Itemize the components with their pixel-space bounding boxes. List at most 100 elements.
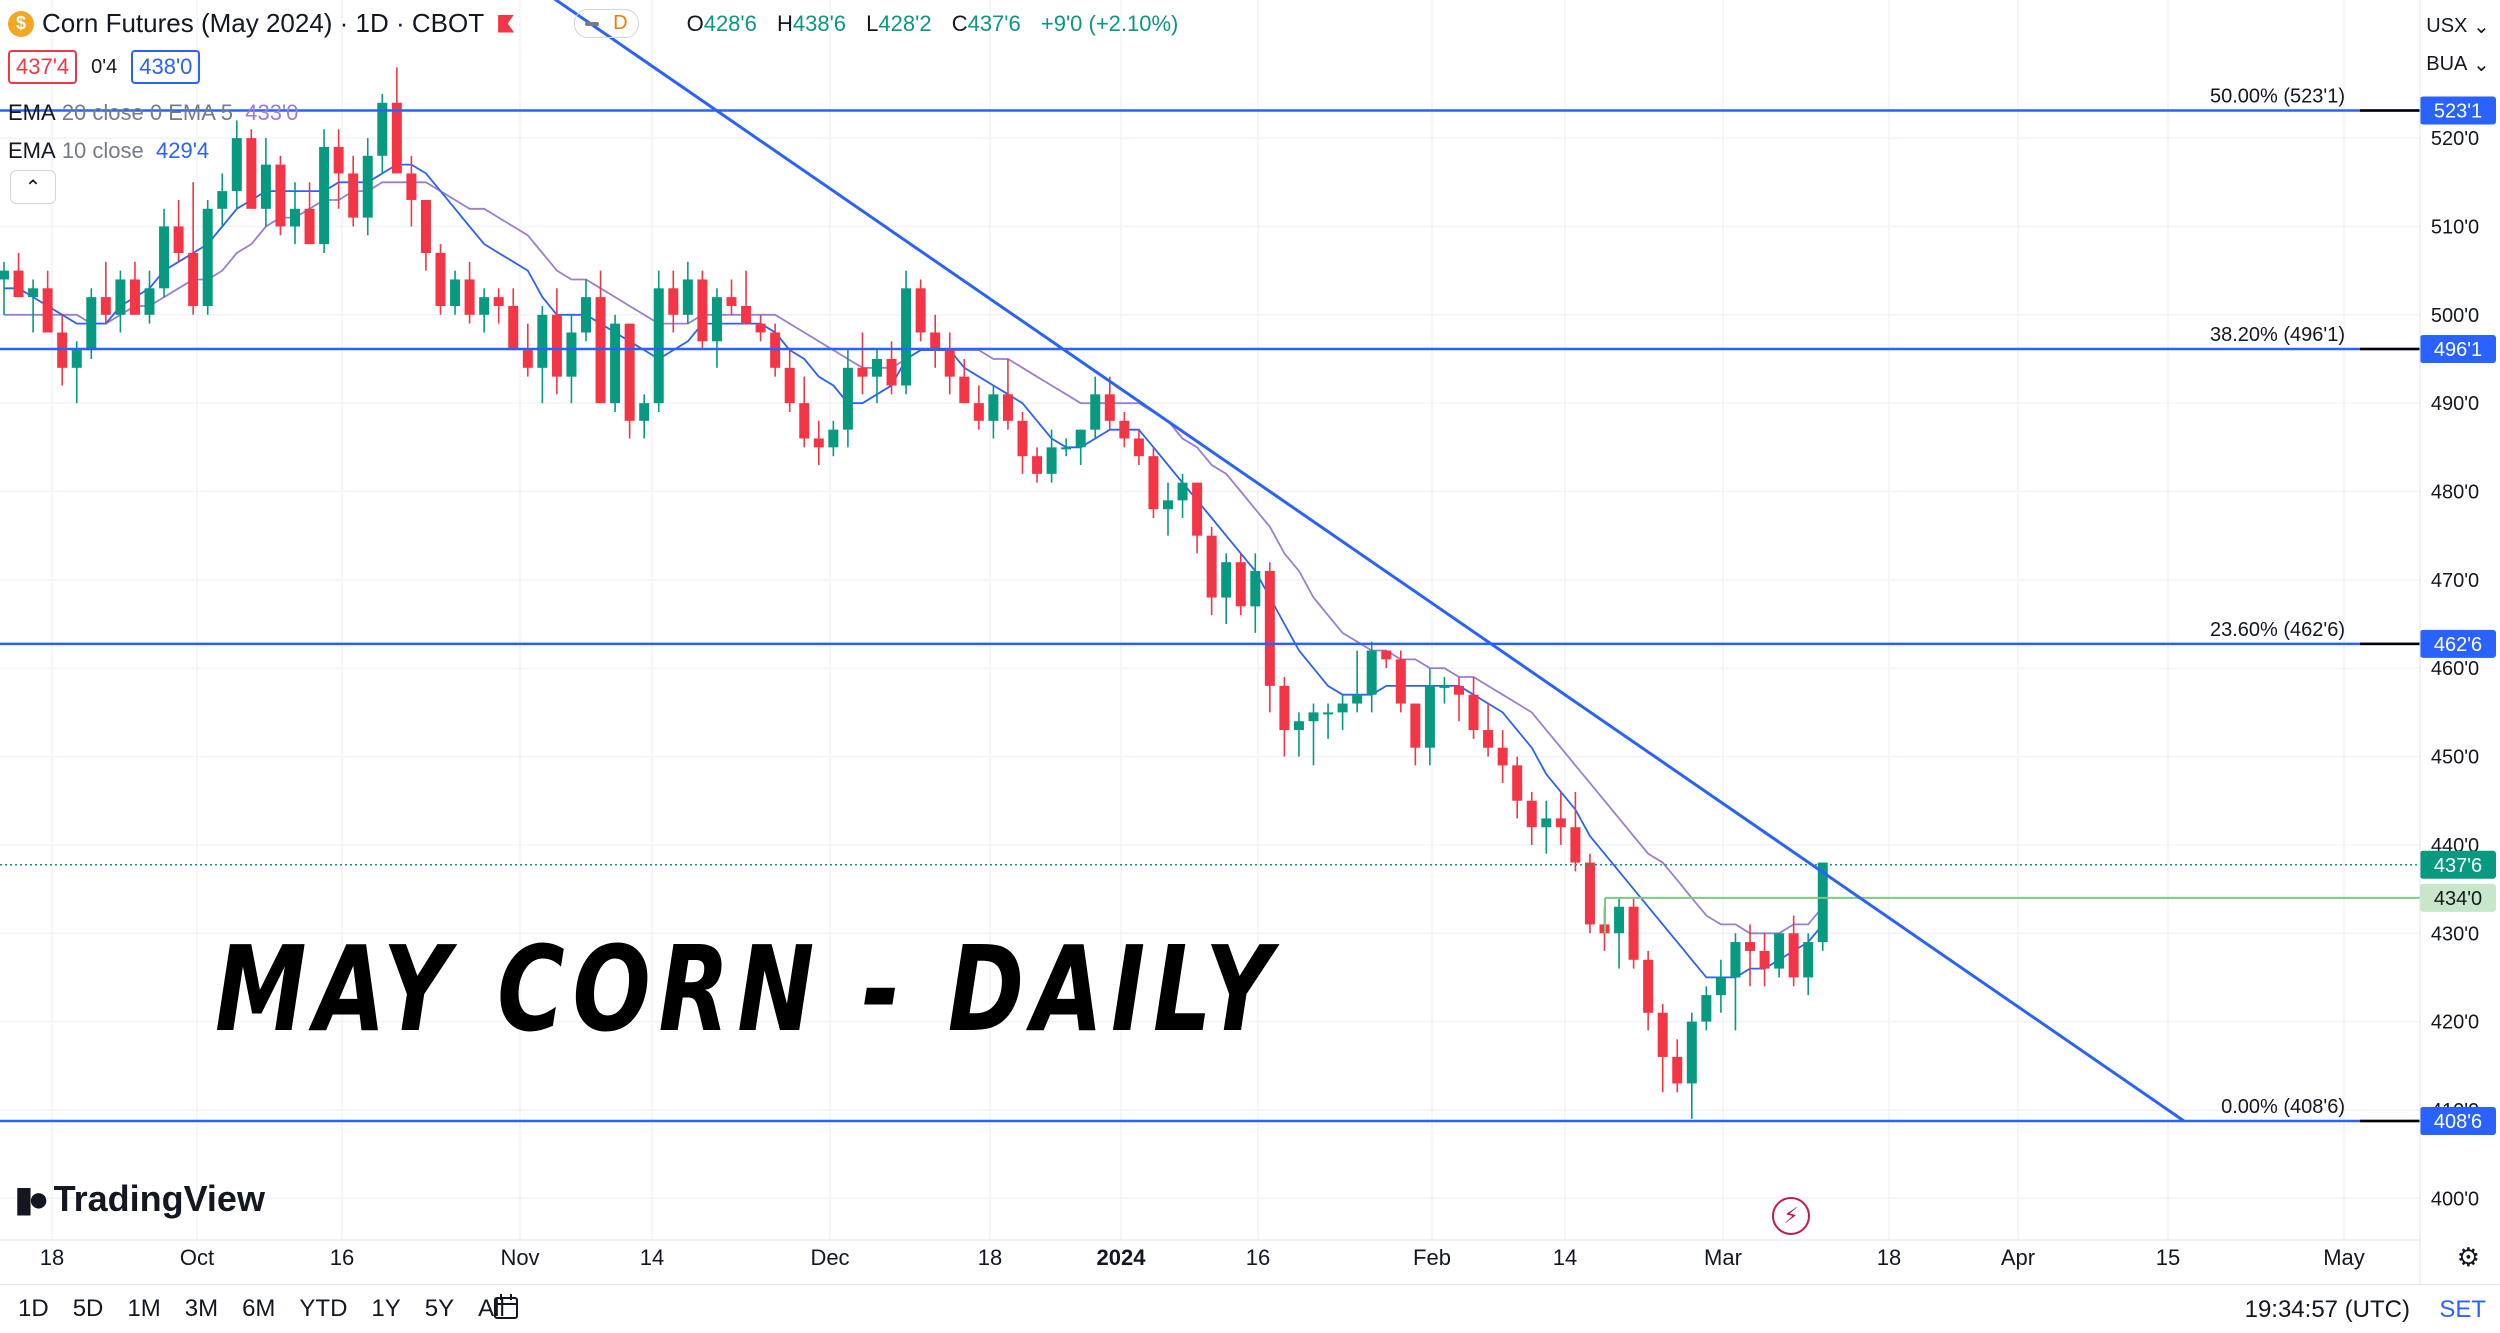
unit-select[interactable]: BUA ⌄ bbox=[2424, 44, 2492, 84]
candle-body bbox=[1657, 1012, 1668, 1057]
currency-select[interactable]: USX ⌄ bbox=[2424, 6, 2492, 46]
x-tick-label: 18 bbox=[1877, 1245, 1901, 1270]
candle-body bbox=[930, 332, 941, 351]
price-badge-label: 434'0 bbox=[2434, 888, 2482, 910]
range-3m[interactable]: 3M bbox=[184, 1295, 219, 1322]
set-button[interactable]: SET bbox=[2439, 1296, 2486, 1323]
candle-body bbox=[1046, 447, 1057, 474]
range-1m[interactable]: 1M bbox=[127, 1295, 161, 1322]
x-tick-label: Apr bbox=[2001, 1245, 2035, 1270]
x-tick-label: May bbox=[2323, 1245, 2365, 1270]
collapse-legend-button[interactable]: ⌃ bbox=[10, 170, 56, 204]
candle-body bbox=[1221, 562, 1232, 598]
gear-icon[interactable]: ⚙ bbox=[2456, 1242, 2480, 1272]
candle-body bbox=[362, 155, 373, 218]
range-ytd[interactable]: YTD bbox=[299, 1295, 348, 1322]
ema2-params: 10 close bbox=[61, 138, 144, 163]
symbol-title[interactable]: Corn Futures (May 2024) · 1D · CBOT bbox=[42, 8, 485, 38]
candle-body bbox=[813, 438, 824, 448]
candle-body bbox=[1672, 1056, 1683, 1084]
utc-clock[interactable]: 19:34:57 (UTC) bbox=[2244, 1296, 2410, 1323]
lightning-icon[interactable]: ⚡ bbox=[1772, 1197, 1810, 1235]
range-5y[interactable]: 5Y bbox=[424, 1295, 455, 1322]
candle-body bbox=[42, 288, 53, 333]
candle-body bbox=[697, 279, 708, 342]
candle-body bbox=[1323, 712, 1334, 715]
candle-body bbox=[348, 173, 359, 218]
brand-name: TradingView bbox=[53, 1178, 265, 1219]
y-tick-label: 480'0 bbox=[2431, 482, 2479, 504]
data-status-pill[interactable]: D bbox=[574, 9, 639, 38]
candle-body bbox=[1381, 650, 1392, 660]
spread-value: 0'4 bbox=[91, 55, 118, 78]
candle-body bbox=[1584, 862, 1595, 925]
candle-body bbox=[1512, 765, 1523, 801]
x-tick-label: Dec bbox=[810, 1245, 849, 1270]
candle-body bbox=[1148, 456, 1159, 510]
fib-level-label: 38.20% (496'1) bbox=[2210, 324, 2345, 346]
unit-label: BUA bbox=[2426, 52, 2468, 75]
candle-body bbox=[639, 403, 650, 421]
candle-body bbox=[1788, 933, 1799, 978]
tradingview-mark-icon: ▮● bbox=[14, 1178, 49, 1219]
candle-body bbox=[13, 270, 24, 298]
candle-body bbox=[1759, 950, 1770, 969]
buy-button[interactable]: 438'0 bbox=[131, 50, 201, 84]
range-6m[interactable]: 6M bbox=[242, 1295, 276, 1322]
fib-level-label: 50.00% (523'1) bbox=[2210, 86, 2345, 108]
ema-fast-line bbox=[4, 163, 1824, 979]
ohlc-close-value: 437'6 bbox=[967, 10, 1021, 36]
candle-body bbox=[610, 323, 621, 404]
range-1d[interactable]: 1D bbox=[18, 1295, 49, 1322]
fib-level-label: 23.60% (462'6) bbox=[2210, 619, 2345, 641]
range-5d[interactable]: 5D bbox=[72, 1295, 104, 1322]
candle-body bbox=[1366, 650, 1377, 695]
candle-body bbox=[1541, 818, 1552, 828]
tradingview-logo[interactable]: ▮● TradingView bbox=[14, 1178, 265, 1220]
candle-body bbox=[1701, 995, 1712, 1022]
candle-body bbox=[1075, 429, 1086, 448]
candle-body bbox=[1570, 827, 1581, 863]
candle-body bbox=[391, 102, 402, 174]
candle-body bbox=[784, 367, 795, 404]
candle-body bbox=[857, 367, 868, 377]
candle-body bbox=[886, 358, 897, 386]
delayed-data-label: D bbox=[613, 12, 628, 34]
candle-body bbox=[173, 226, 184, 253]
sell-button[interactable]: 437'4 bbox=[8, 50, 78, 84]
y-tick-label: 420'0 bbox=[2431, 1012, 2479, 1034]
candle-body bbox=[1352, 694, 1363, 704]
candle-body bbox=[1774, 933, 1785, 969]
price-chart[interactable]: 18 Oct 16 Nov 14 Dec 18 2024 16 Feb 14 Mar 18 Apr 15 Ma… bbox=[0, 0, 2500, 1284]
x-tick-label: 16 bbox=[1246, 1245, 1270, 1270]
ema-legend-2[interactable]: EMA 10 close 429'4 bbox=[8, 138, 209, 164]
candle-body bbox=[988, 394, 999, 421]
candle-body bbox=[1104, 394, 1115, 421]
currency-label: USX bbox=[2426, 14, 2468, 37]
candle-body bbox=[1192, 482, 1203, 536]
candle-body bbox=[1032, 456, 1043, 474]
candle-body bbox=[1002, 394, 1013, 421]
candle-body bbox=[755, 323, 766, 333]
x-tick-label: Mar bbox=[1704, 1245, 1742, 1270]
price-badge-label: 462'6 bbox=[2434, 634, 2482, 656]
y-tick-label: 510'0 bbox=[2431, 216, 2479, 238]
minus-icon bbox=[585, 21, 600, 26]
ema-legend-1[interactable]: EMA 20 close 0 EMA 5 433'0 bbox=[8, 100, 298, 126]
ohlc-high-key: H bbox=[776, 10, 793, 36]
x-tick-label: 14 bbox=[1553, 1245, 1577, 1270]
ohlc-high-value: 438'6 bbox=[792, 10, 847, 36]
downtrend-line bbox=[553, 0, 2185, 1123]
chart-header: $ Corn Futures (May 2024) · 1D · CBOT D … bbox=[8, 8, 1192, 39]
chevron-up-icon: ⌃ bbox=[24, 176, 42, 199]
flag-icon[interactable] bbox=[498, 14, 515, 33]
candle-body bbox=[333, 146, 344, 174]
candle-body bbox=[1424, 685, 1435, 748]
chevron-down-icon: ⌄ bbox=[2472, 15, 2490, 38]
calendar-goto-icon[interactable] bbox=[492, 1292, 522, 1322]
candle-body bbox=[551, 314, 562, 377]
candle-body bbox=[1177, 482, 1188, 501]
x-tick-label: Feb bbox=[1413, 1245, 1451, 1270]
y-tick-label: 470'0 bbox=[2431, 570, 2479, 592]
range-1y[interactable]: 1Y bbox=[371, 1295, 401, 1322]
